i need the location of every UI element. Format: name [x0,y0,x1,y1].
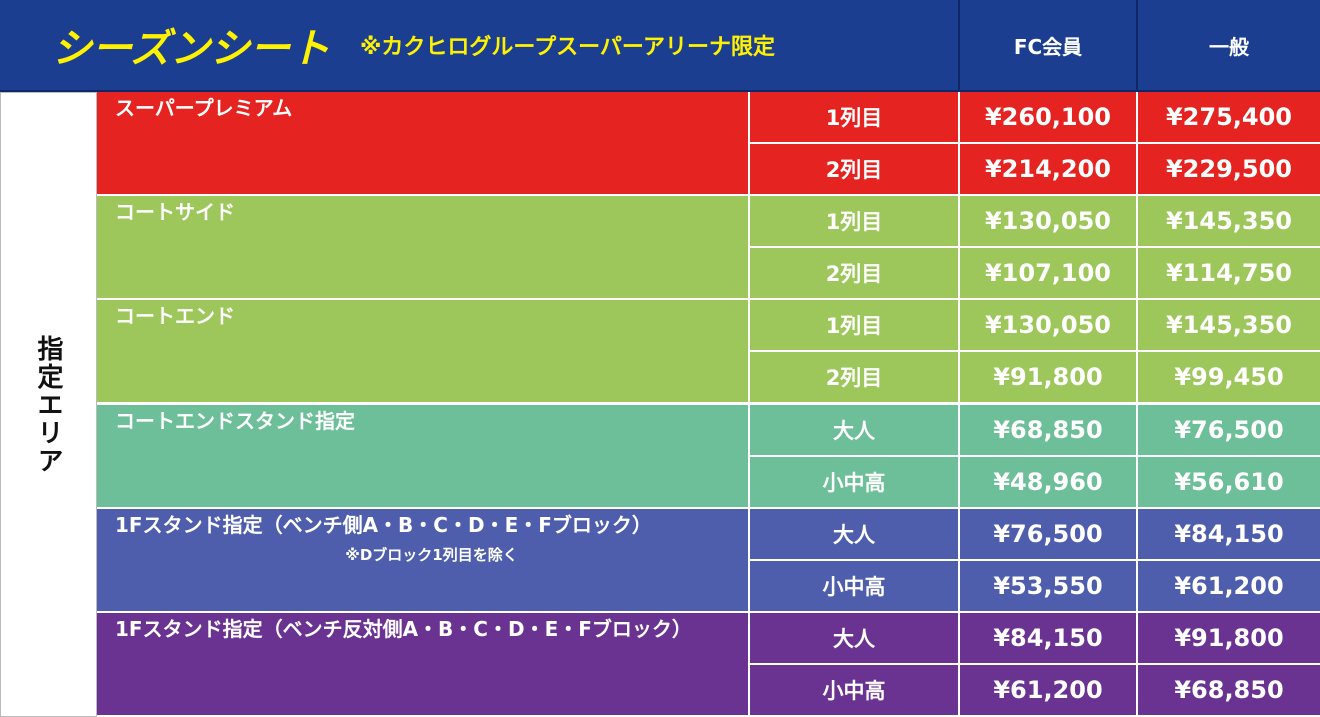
column-header: FC会員 [960,0,1138,92]
fc-price: ¥260,100 [960,92,1138,145]
row-label: 小中高 [750,456,960,509]
general-price: ¥114,750 [1138,248,1320,301]
title: シーズンシート [52,26,330,72]
fc-price: ¥48,960 [960,456,1138,509]
row-label: 2列目 [750,352,960,405]
fc-price: ¥68,850 [960,404,1138,457]
group-name-cell: 1Fスタンド指定（ベンチ側A・B・C・D・E・Fブロック） ※Dブロック1列目を除… [97,508,750,613]
fc-price: ¥214,200 [960,144,1138,197]
fc-price: ¥61,200 [960,664,1138,717]
group-name-cell: コートエンドスタンド指定 [97,404,750,509]
general-price: ¥84,150 [1138,508,1320,561]
group-name: コートエンドスタンド指定 [115,408,355,433]
general-price: ¥99,450 [1138,352,1320,405]
group-name-cell: スーパープレミアム [97,92,750,197]
general-price: ¥56,610 [1138,456,1320,509]
group-name: 1Fスタンド指定（ベンチ反対側A・B・C・D・E・Fブロック） [115,616,692,641]
general-price: ¥76,500 [1138,404,1320,457]
area-label: 指定エリア [0,92,97,717]
row-label: 2列目 [750,248,960,301]
column-header: 一般 [1138,0,1320,92]
row-label: 1列目 [750,92,960,145]
general-price: ¥61,200 [1138,560,1320,613]
fc-price: ¥130,050 [960,300,1138,353]
fc-price: ¥107,100 [960,248,1138,301]
group-note: ※Dブロック1列目を除く [345,545,518,564]
group-name: コートサイド [115,200,235,225]
group-name-cell: 1Fスタンド指定（ベンチ反対側A・B・C・D・E・Fブロック） [97,612,750,717]
header-title-cell: シーズンシート ※カクヒログループスーパーアリーナ限定 [0,0,960,92]
row-label: 1列目 [750,196,960,249]
row-label: 大人 [750,612,960,665]
row-label: 2列目 [750,144,960,197]
row-label: 大人 [750,404,960,457]
general-price: ¥91,800 [1138,612,1320,665]
row-label: 1列目 [750,300,960,353]
fc-price: ¥84,150 [960,612,1138,665]
group-name: コートエンド [115,304,235,329]
general-price: ¥145,350 [1138,300,1320,353]
fc-price: ¥76,500 [960,508,1138,561]
general-price: ¥229,500 [1138,144,1320,197]
row-label: 大人 [750,508,960,561]
group-name: スーパープレミアム [115,96,293,120]
general-price: ¥68,850 [1138,664,1320,717]
header-note: ※カクヒログループスーパーアリーナ限定 [360,35,775,60]
row-label: 小中高 [750,560,960,613]
fc-price: ¥130,050 [960,196,1138,249]
group-name-cell: コートサイド [97,196,750,301]
fc-price: ¥53,550 [960,560,1138,613]
group-name: 1Fスタンド指定（ベンチ側A・B・C・D・E・Fブロック） [115,512,652,537]
general-price: ¥275,400 [1138,92,1320,145]
general-price: ¥145,350 [1138,196,1320,249]
group-name-cell: コートエンド [97,300,750,405]
row-label: 小中高 [750,664,960,717]
fc-price: ¥91,800 [960,352,1138,405]
